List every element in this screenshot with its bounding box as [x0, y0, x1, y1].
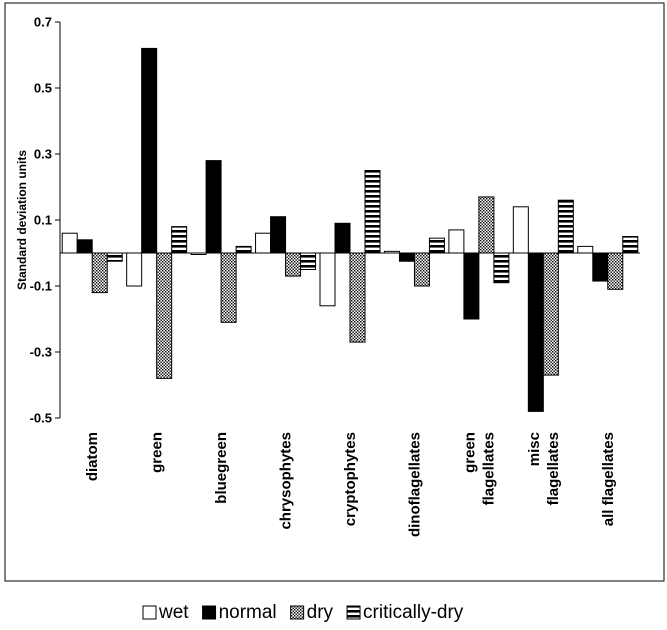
- bar-dry: [349, 252, 366, 343]
- bar-wet: [319, 252, 336, 307]
- bar-critically-dry: [493, 252, 510, 284]
- category-label: flagellates: [480, 432, 497, 505]
- bar-critically-dry: [428, 237, 445, 254]
- bar-critically-dry: [557, 199, 574, 254]
- bar-wet: [61, 232, 78, 254]
- bar-dry: [220, 252, 237, 323]
- bar-dry: [156, 252, 173, 379]
- chart-border: [4, 2, 665, 582]
- bar-normal: [592, 252, 609, 282]
- bar-dry: [607, 252, 624, 290]
- legend-label-wet: wet: [158, 602, 189, 623]
- bar-dry: [478, 196, 495, 254]
- y-tick-label: -0.5: [30, 411, 52, 426]
- bar-wet: [512, 206, 529, 254]
- category-label: diatom: [84, 432, 101, 481]
- bars: [61, 47, 639, 412]
- category-label: all flagellates: [600, 432, 617, 526]
- bar-critically-dry: [235, 245, 252, 254]
- category-label: green: [461, 432, 478, 473]
- category-label: dinoflagellates: [406, 432, 423, 537]
- category-label: flagellates: [545, 432, 562, 505]
- legend-swatch-dry: [290, 605, 305, 620]
- bar-dry: [91, 252, 108, 294]
- bar-critically-dry: [171, 226, 188, 254]
- bar-critically-dry: [622, 236, 639, 254]
- bar-dry: [413, 252, 430, 287]
- category-label: bluegreen: [213, 432, 230, 504]
- category-label: cryptophytes: [342, 432, 359, 526]
- y-tick-label: 0.3: [34, 147, 52, 162]
- legend-swatch-critically-dry: [346, 605, 361, 620]
- bar-normal: [398, 252, 415, 262]
- legend-swatch-normal: [202, 605, 217, 620]
- bar-critically-dry: [364, 170, 381, 254]
- bar-dry: [542, 252, 559, 376]
- y-tick-label: 0.5: [34, 81, 52, 96]
- bar-normal: [270, 216, 287, 254]
- bar-dry: [285, 252, 302, 277]
- bar-normal: [334, 222, 351, 254]
- category-label: green: [149, 432, 166, 473]
- legend-label-normal: normal: [219, 602, 277, 623]
- bar-normal: [463, 252, 480, 320]
- legend-swatch-wet: [142, 605, 157, 620]
- y-tick-label: 0.7: [34, 15, 52, 30]
- bar-wet: [126, 252, 143, 287]
- y-tick-label: 0.1: [34, 213, 52, 228]
- y-axis-title: Standard deviation units: [15, 150, 29, 290]
- bar-wet: [448, 229, 465, 254]
- bar-wet: [577, 245, 594, 254]
- legend: wet normal dry critically-dry: [142, 602, 464, 623]
- bar-normal: [527, 252, 544, 412]
- y-tick-label: -0.3: [30, 345, 52, 360]
- legend-label-dry: dry: [307, 602, 334, 623]
- category-labels: diatom green bluegreen chrysophytes cryptoph…: [84, 432, 617, 537]
- category-label: chrysophytes: [278, 432, 295, 530]
- bar-critically-dry: [106, 252, 123, 262]
- bar-normal: [76, 239, 93, 254]
- y-ticks: 0.7 0.5 0.3 0.1 -0.1 -0.3 -0.5: [30, 15, 60, 426]
- bar-normal: [141, 47, 158, 254]
- category-label: misc: [526, 432, 543, 466]
- bar-critically-dry: [300, 252, 317, 270]
- y-tick-label: -0.1: [30, 279, 52, 294]
- bar-wet: [255, 232, 272, 254]
- plot-area: 0.7 0.5 0.3 0.1 -0.1 -0.3 -0.5: [30, 15, 640, 426]
- legend-label-critically-dry: critically-dry: [363, 602, 464, 623]
- bar-normal: [205, 160, 222, 254]
